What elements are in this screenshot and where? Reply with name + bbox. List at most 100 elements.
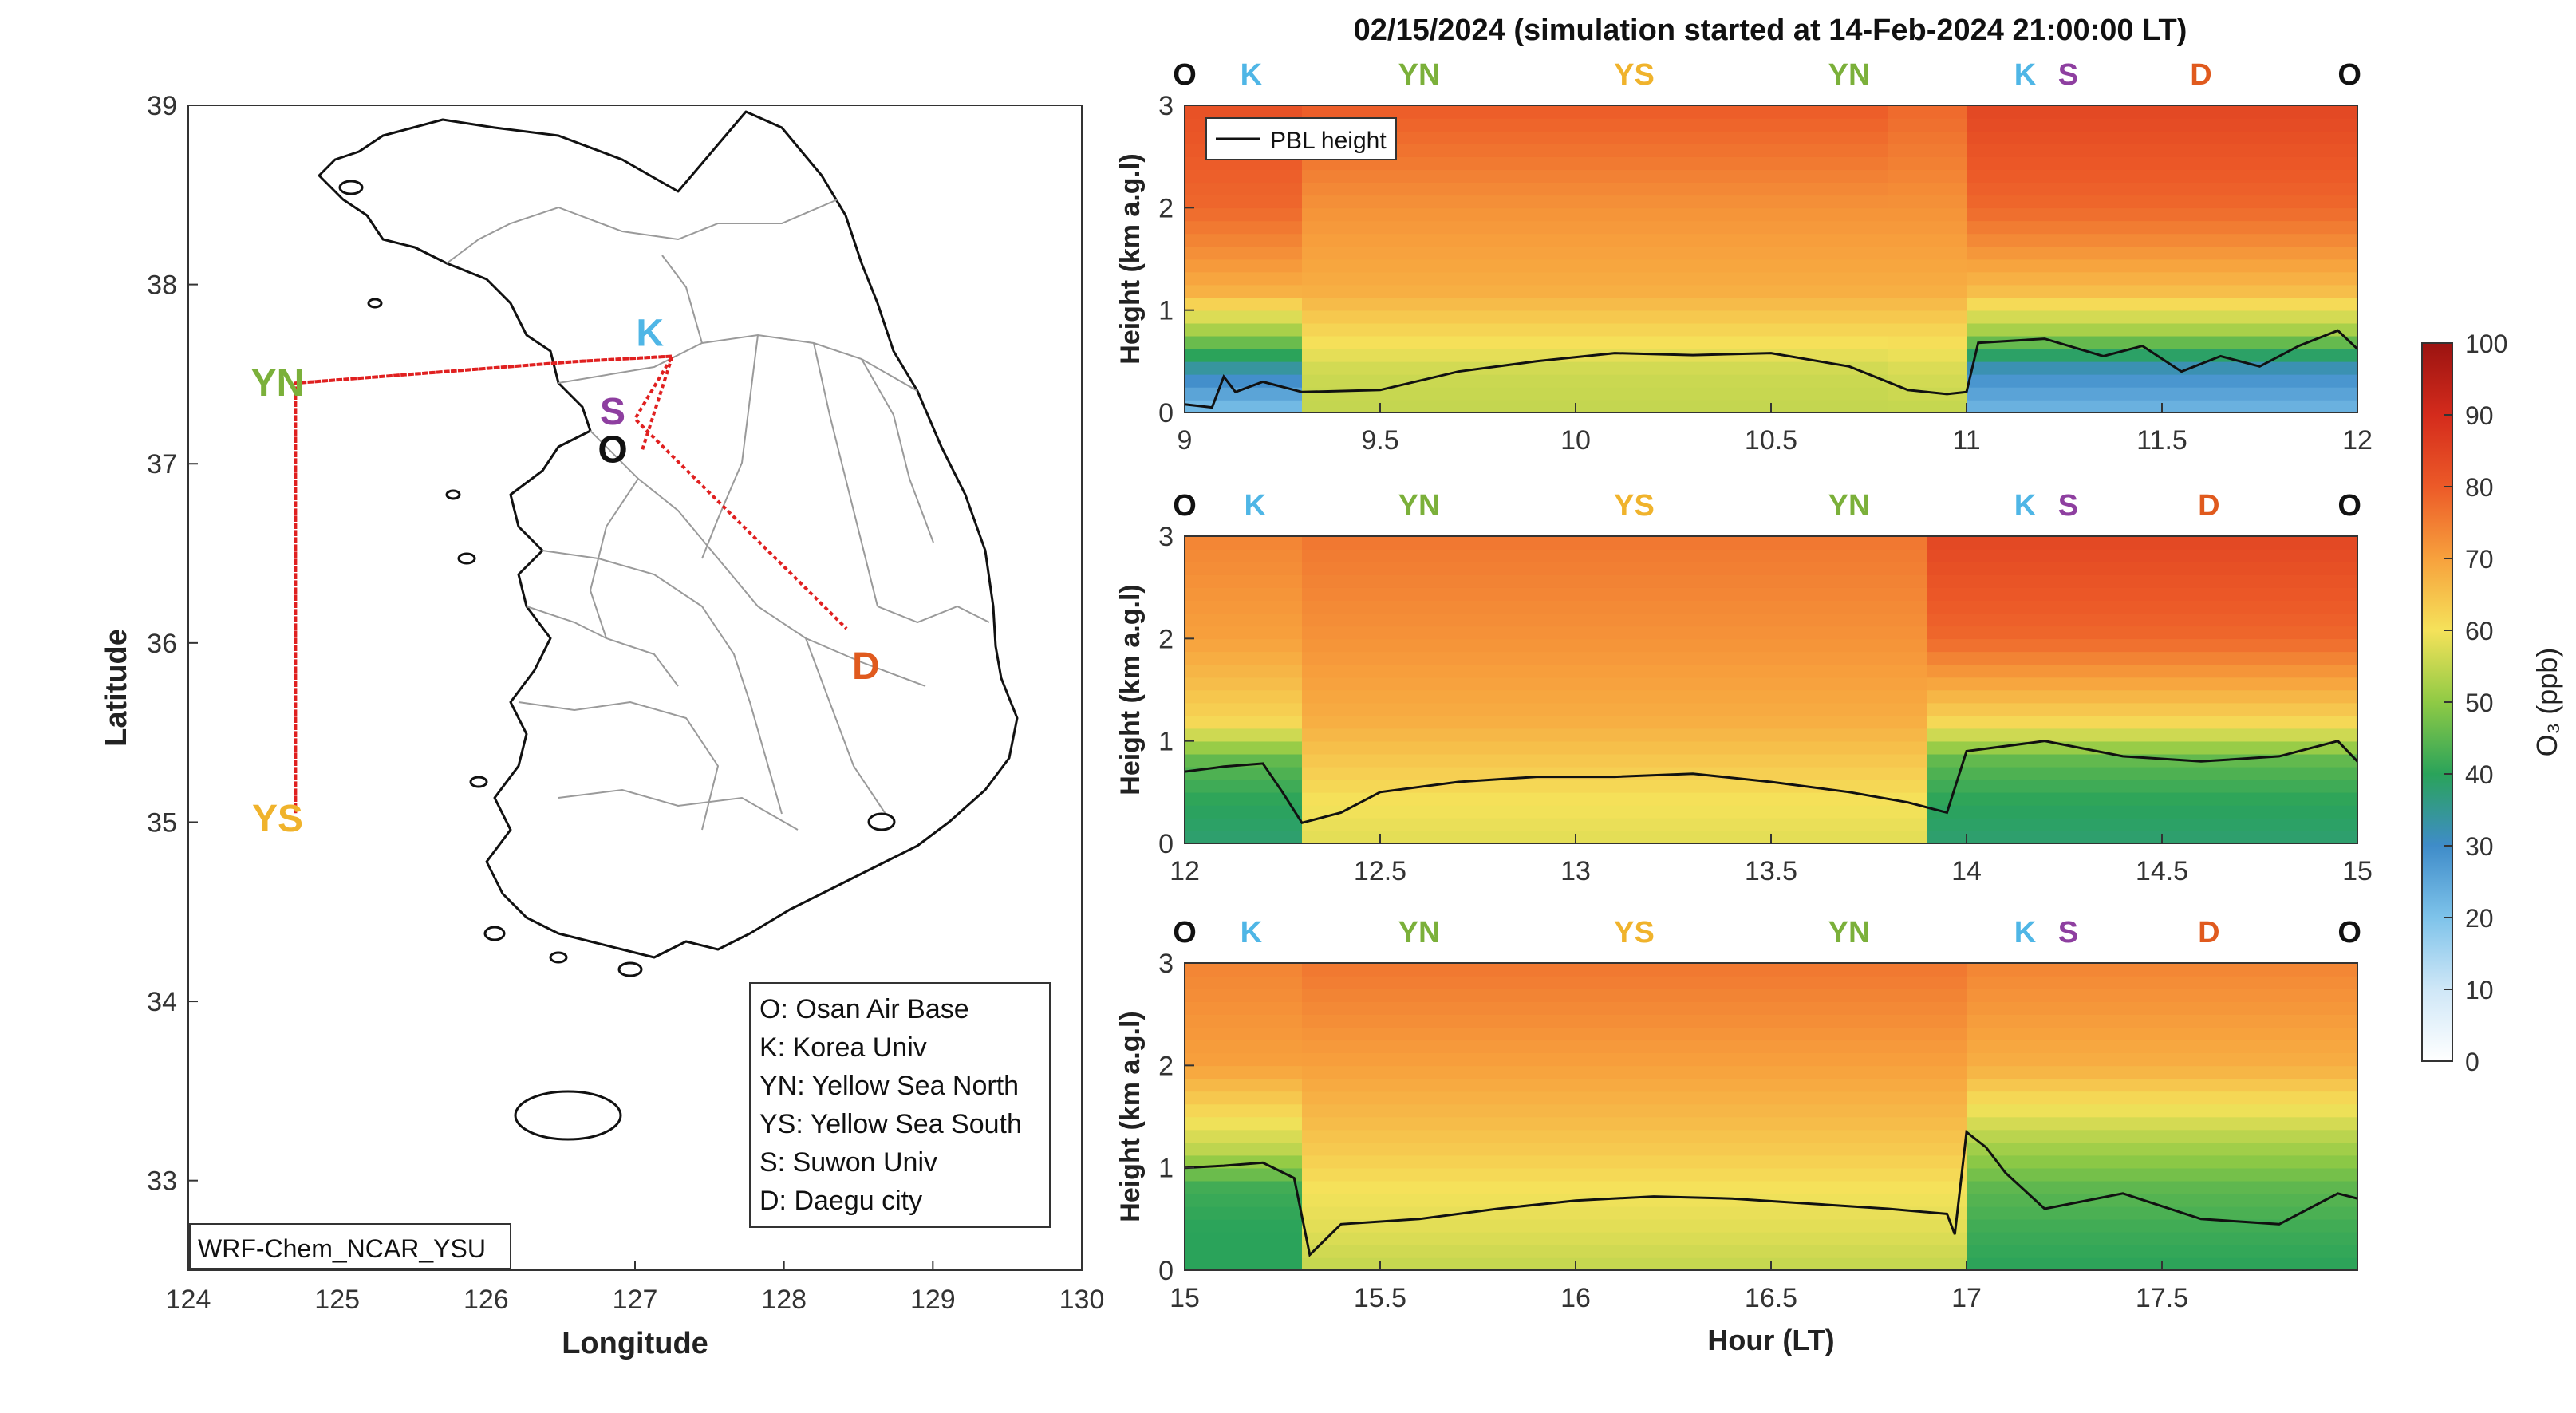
o3-cell <box>1810 715 1831 729</box>
o3-cell <box>1868 664 1889 678</box>
o3-cell <box>2142 131 2163 144</box>
o3-cell <box>2220 156 2241 171</box>
o3-cell <box>2064 144 2085 157</box>
o3-cell <box>2123 335 2144 349</box>
o3-cell <box>2084 963 2105 977</box>
o3-cell <box>2181 386 2202 401</box>
o3-cell <box>2337 386 2357 401</box>
o3-cell <box>2025 1027 2045 1041</box>
o3-cell <box>1927 1040 1948 1054</box>
o3-cell <box>1360 651 1381 665</box>
o3-cell <box>1907 817 1928 831</box>
o3-cell <box>2181 1052 2202 1067</box>
o3-cell <box>2298 271 2319 286</box>
o3-cell <box>1751 271 1772 286</box>
o3-cell <box>2162 817 2183 831</box>
o3-cell <box>1224 233 1245 247</box>
o3-cell <box>2064 574 2085 588</box>
o3-cell <box>2103 182 2124 196</box>
o3-cell <box>2220 207 2241 222</box>
o3-cell <box>1204 1103 1225 1118</box>
o3-cell <box>1185 1257 1205 1270</box>
o3-cell <box>2142 562 2163 575</box>
o3-cell <box>1986 310 2006 324</box>
o3-cell <box>2064 664 2085 678</box>
o3-cell <box>1849 1231 1870 1245</box>
o3-cell <box>1927 105 1948 119</box>
o3-cell <box>1556 1231 1576 1245</box>
o3-cell <box>2162 664 2183 678</box>
o3-cell <box>2298 817 2319 831</box>
o3-cell <box>1693 233 1714 247</box>
o3-cell <box>2162 1218 2183 1233</box>
o3-cell <box>1907 1193 1928 1207</box>
o3-cell <box>1849 284 1870 298</box>
o3-cell <box>2084 1167 2105 1182</box>
o3-cell <box>1380 259 1401 273</box>
o3-cell <box>2201 1206 2222 1220</box>
o3-cell <box>2162 1103 2183 1118</box>
o3-cell <box>2006 1231 2026 1245</box>
o3-cell <box>1927 335 1948 349</box>
o3-cell <box>1321 386 1342 401</box>
o3-cell <box>2337 1142 2357 1156</box>
o3-cell <box>2298 702 2319 716</box>
o3-cell <box>1497 169 1518 184</box>
o3-cell <box>1595 259 1615 273</box>
o3-cell <box>2279 791 2300 806</box>
o3-cell <box>1673 118 1694 132</box>
o3-cell <box>2240 271 2261 286</box>
o3-cell <box>1341 562 1362 575</box>
o3-cell <box>1849 195 1870 209</box>
o3-cell <box>1576 310 1596 324</box>
o3-cell <box>1751 549 1772 562</box>
o3-cell <box>2259 1103 2280 1118</box>
o3-cell <box>1986 976 2006 989</box>
o3-cell <box>2064 1206 2085 1220</box>
o3-cell <box>1634 817 1655 831</box>
o3-cell <box>2220 976 2241 989</box>
o3-cell <box>1185 677 1205 691</box>
o3-cell <box>1341 702 1362 716</box>
o3-cell <box>1986 626 2006 640</box>
o3-cell <box>2045 1040 2065 1054</box>
o3-cell <box>2142 740 2163 755</box>
ytick-label: 3 <box>1158 949 1174 979</box>
o3-cell <box>1790 1129 1811 1143</box>
o3-cell <box>1712 753 1733 768</box>
o3-cell <box>1185 144 1205 157</box>
o3-cell <box>2142 1078 2163 1092</box>
o3-cell <box>1868 779 1889 793</box>
o3-cell <box>1829 830 1850 843</box>
o3-cell <box>2084 1116 2105 1131</box>
o3-cell <box>1263 689 1284 704</box>
o3-cell <box>2220 182 2241 196</box>
o3-cell <box>1282 1001 1303 1015</box>
o3-cell <box>2318 297 2339 311</box>
colorbar-tick-label: 20 <box>2465 904 2494 933</box>
o3-cell <box>1712 600 1733 614</box>
o3-cell <box>1927 1142 1948 1156</box>
o3-cell <box>2220 386 2241 401</box>
o3-cell <box>1517 118 1537 132</box>
map-ylabel: Latitude <box>100 629 133 747</box>
o3-cell <box>2279 1129 2300 1143</box>
o3-cell <box>1282 677 1303 691</box>
o3-cell <box>1243 574 1264 588</box>
o3-cell <box>1556 246 1576 260</box>
colorbar-tick-label: 90 <box>2465 401 2494 430</box>
o3-cell <box>1438 651 1459 665</box>
o3-cell <box>2162 271 2183 286</box>
o3-cell <box>1419 613 1440 627</box>
o3-cell <box>1829 1078 1850 1092</box>
o3-cell <box>1321 1167 1342 1182</box>
o3-cell <box>2142 361 2163 375</box>
o3-cell <box>1204 728 1225 742</box>
o3-cell <box>1282 1052 1303 1067</box>
o3-cell <box>1458 156 1479 171</box>
o3-cell <box>1693 1129 1714 1143</box>
o3-cell <box>1537 779 1557 793</box>
o3-cell <box>2279 105 2300 119</box>
o3-cell <box>1497 310 1518 324</box>
